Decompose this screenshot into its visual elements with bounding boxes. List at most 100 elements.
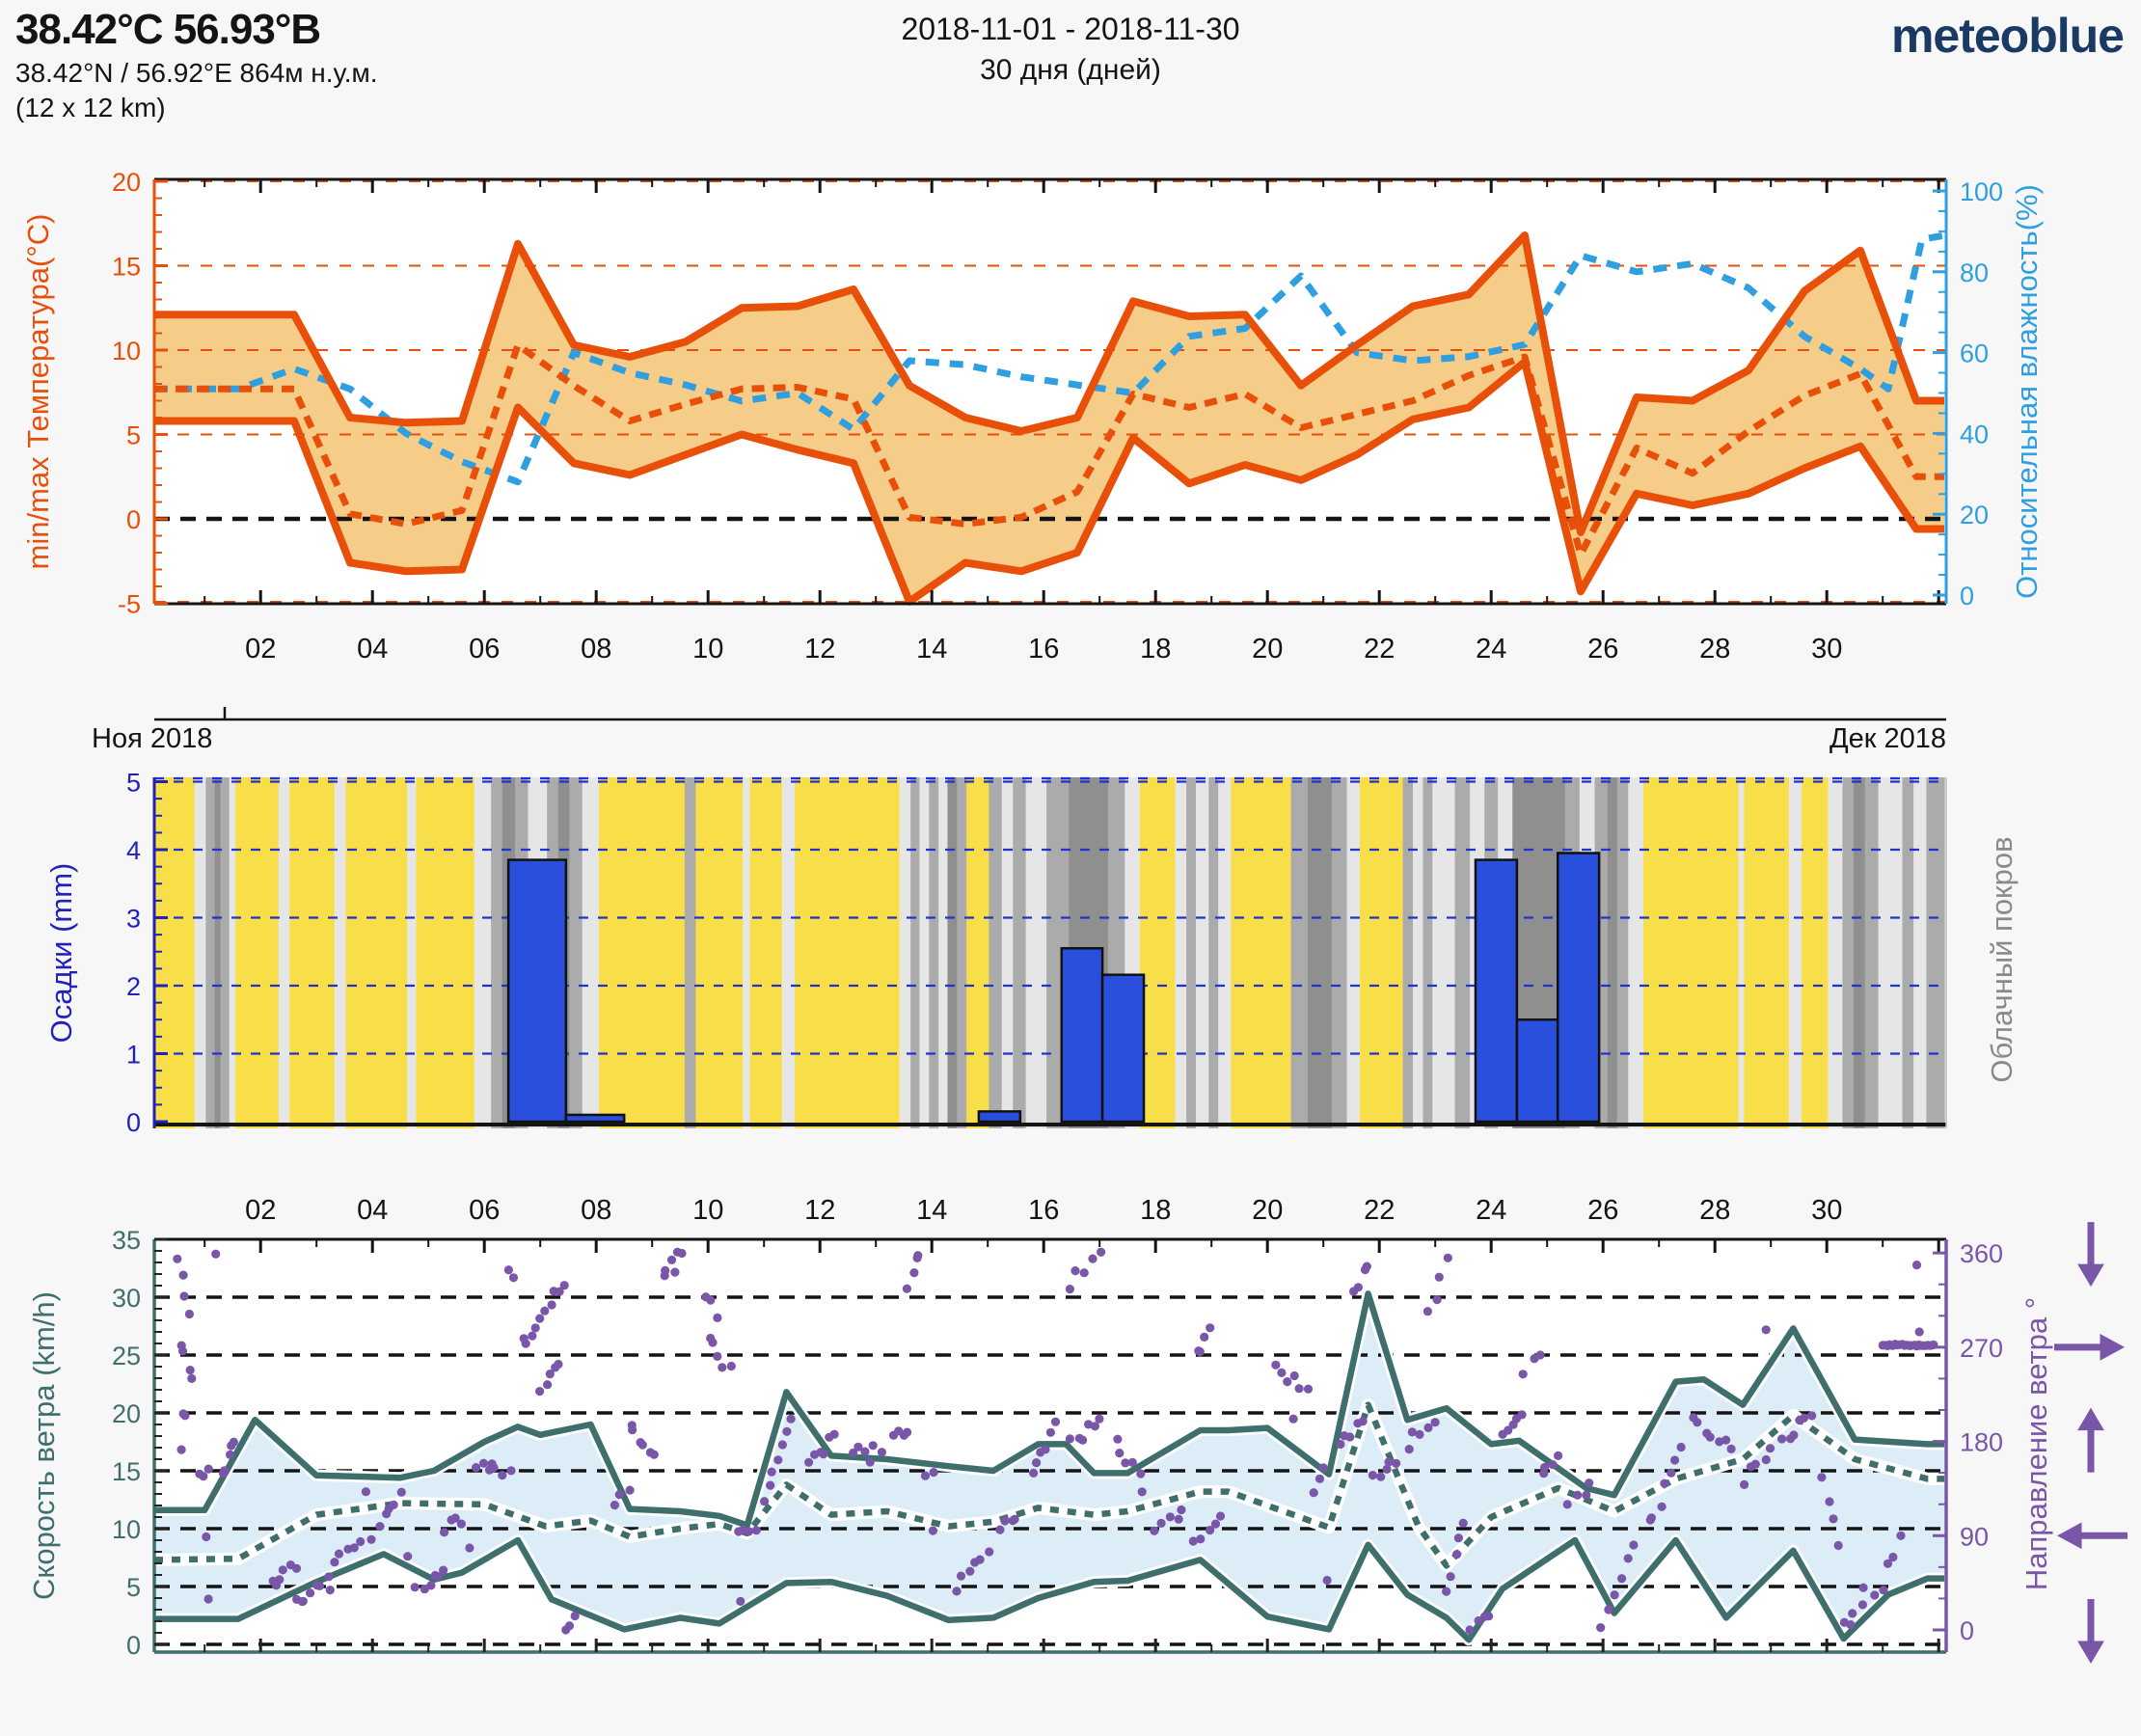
cloud-cover-stripe — [947, 777, 958, 1128]
cloud-cover-stripe — [684, 777, 697, 1128]
day-label-wind: 08 — [581, 1195, 611, 1226]
cloud-cover-stripe — [474, 777, 492, 1128]
cloud-cover-stripe — [919, 777, 930, 1128]
cloud-cover-stripe — [1195, 777, 1209, 1128]
day-label-wind: 14 — [916, 1195, 947, 1226]
meteoblue-logo: meteoblue — [1890, 9, 2125, 63]
humidity-tick-label: 100 — [1960, 177, 2003, 206]
wind-min-line — [154, 1536, 1944, 1643]
precipitation-bar — [977, 1110, 1022, 1124]
day-label-wind: 06 — [469, 1195, 500, 1226]
cloud-cover-stripe — [1616, 777, 1629, 1128]
winddirection-tick-label: 90 — [1960, 1522, 1989, 1551]
cloud-cover-stripe — [1402, 777, 1414, 1128]
temp-minmax-band — [154, 235, 1944, 602]
cloud-cover-stripe — [1802, 777, 1829, 1128]
cloud-cover-stripe — [1878, 777, 1904, 1128]
cloud-cover-stripe — [416, 777, 475, 1128]
windspeed-tick-label: 10 — [112, 1515, 141, 1544]
cloud-cover-stripe — [1013, 777, 1027, 1128]
day-label-temp: 30 — [1811, 634, 1842, 665]
cloud-cover-stripe — [1346, 777, 1361, 1128]
humidity-axis-title: Относительная влажность(%) — [2010, 184, 2044, 599]
cloud-cover-stripe — [1218, 777, 1233, 1128]
cloud-cover-stripe — [938, 777, 949, 1128]
cloud-cover-stripe — [1175, 777, 1187, 1128]
grid-resolution-label: (12 x 12 km) — [15, 93, 166, 122]
temp-min-line — [154, 358, 1944, 606]
wind-direction-arrow-down — [2077, 1222, 2104, 1288]
cloud-cover-stripe — [966, 777, 990, 1128]
cloud-cover-stripe — [1902, 777, 1914, 1128]
windspeed-tick-label: 20 — [112, 1399, 141, 1428]
winddirection-tick-label: 0 — [1960, 1616, 1974, 1645]
precip-axis-title: Осадки (mm) — [44, 863, 78, 1044]
cloud-cover-stripe — [154, 777, 196, 1128]
precipitation-bar — [1556, 852, 1601, 1124]
precipitation-bar — [564, 1113, 626, 1124]
cloud-cover-stripe — [1926, 777, 1945, 1128]
humidity-tick-label: 80 — [1960, 258, 1989, 287]
temp-tick-label: -5 — [118, 590, 141, 619]
precip-tick-label: 3 — [126, 905, 141, 934]
cloud-cover-stripe — [1642, 777, 1740, 1128]
temp-tick-label: 5 — [126, 421, 141, 450]
winddirection-tick-label: 270 — [1960, 1334, 2003, 1363]
wind-direction-scatter — [173, 1247, 1938, 1635]
windspeed-tick-label: 0 — [126, 1631, 141, 1660]
day-label-temp: 16 — [1028, 634, 1059, 665]
precipitation-bar — [1100, 973, 1146, 1124]
cloud-cover-stripe — [1331, 777, 1348, 1128]
cloud-cover-stripe — [278, 777, 291, 1128]
cloud-cover-stripe — [749, 777, 783, 1128]
cloud-cover-stripe — [910, 777, 921, 1128]
precipitation-bar — [506, 858, 568, 1124]
day-label-temp: 18 — [1140, 634, 1171, 665]
coordinates-label: 38.42°N / 56.92°E 864м н.у.м. — [15, 58, 378, 88]
day-label-temp: 24 — [1476, 634, 1506, 665]
day-label-wind: 10 — [692, 1195, 723, 1226]
temp-tick-label: 20 — [112, 168, 141, 197]
temp-tick-label: 10 — [112, 337, 141, 366]
winddirection-tick-label: 360 — [1960, 1239, 2003, 1268]
cloud-cover-stripe — [1607, 777, 1618, 1128]
page-title: 38.42°С 56.93°В — [15, 6, 321, 53]
day-label-temp: 20 — [1252, 634, 1283, 665]
day-label-temp: 10 — [692, 634, 723, 665]
humidity-tick-label: 40 — [1960, 420, 1989, 448]
wind-direction-arrow-down — [2077, 1599, 2104, 1664]
humidity-tick-label: 60 — [1960, 339, 1989, 368]
wind-panel — [152, 1222, 2127, 1664]
precip-tick-label: 4 — [126, 836, 141, 865]
precip-tick-label: 2 — [126, 972, 141, 1001]
wind-direction-arrow-up — [2077, 1407, 2104, 1473]
cloud-cover-stripe — [1913, 777, 1928, 1128]
cloud-cover-stripe — [214, 777, 222, 1128]
day-label-wind: 02 — [245, 1195, 276, 1226]
cloud-cover-stripe — [1788, 777, 1802, 1128]
cloud-cover-stripe — [1231, 777, 1292, 1128]
cloud-cover-stripe — [205, 777, 216, 1128]
cloud-cover-stripe — [194, 777, 207, 1128]
cloud-cover-stripe — [1423, 777, 1433, 1128]
cloud-cover-stripe — [1454, 777, 1471, 1128]
cloud-cover-stripe — [781, 777, 796, 1128]
cloud-cover-stripe — [795, 777, 901, 1128]
cloud-cover-stripe — [1208, 777, 1219, 1128]
day-label-temp: 06 — [469, 634, 500, 665]
temp-tick-label: 15 — [112, 253, 141, 282]
day-label-wind: 18 — [1140, 1195, 1171, 1226]
cloud-cover-stripe — [1628, 777, 1644, 1128]
precip-tick-label: 0 — [126, 1108, 141, 1137]
day-label-temp: 26 — [1587, 634, 1618, 665]
month-label-right: Дек 2018 — [1829, 723, 1946, 754]
cloud-cover-stripe — [569, 777, 583, 1128]
day-label-temp: 08 — [581, 634, 611, 665]
humidity-tick-label: 0 — [1960, 582, 1974, 610]
day-label-wind: 04 — [357, 1195, 388, 1226]
cloud-cover-stripe — [1744, 777, 1790, 1128]
cloud-cover-stripe — [582, 777, 600, 1128]
wind-max-line — [154, 1290, 1944, 1529]
